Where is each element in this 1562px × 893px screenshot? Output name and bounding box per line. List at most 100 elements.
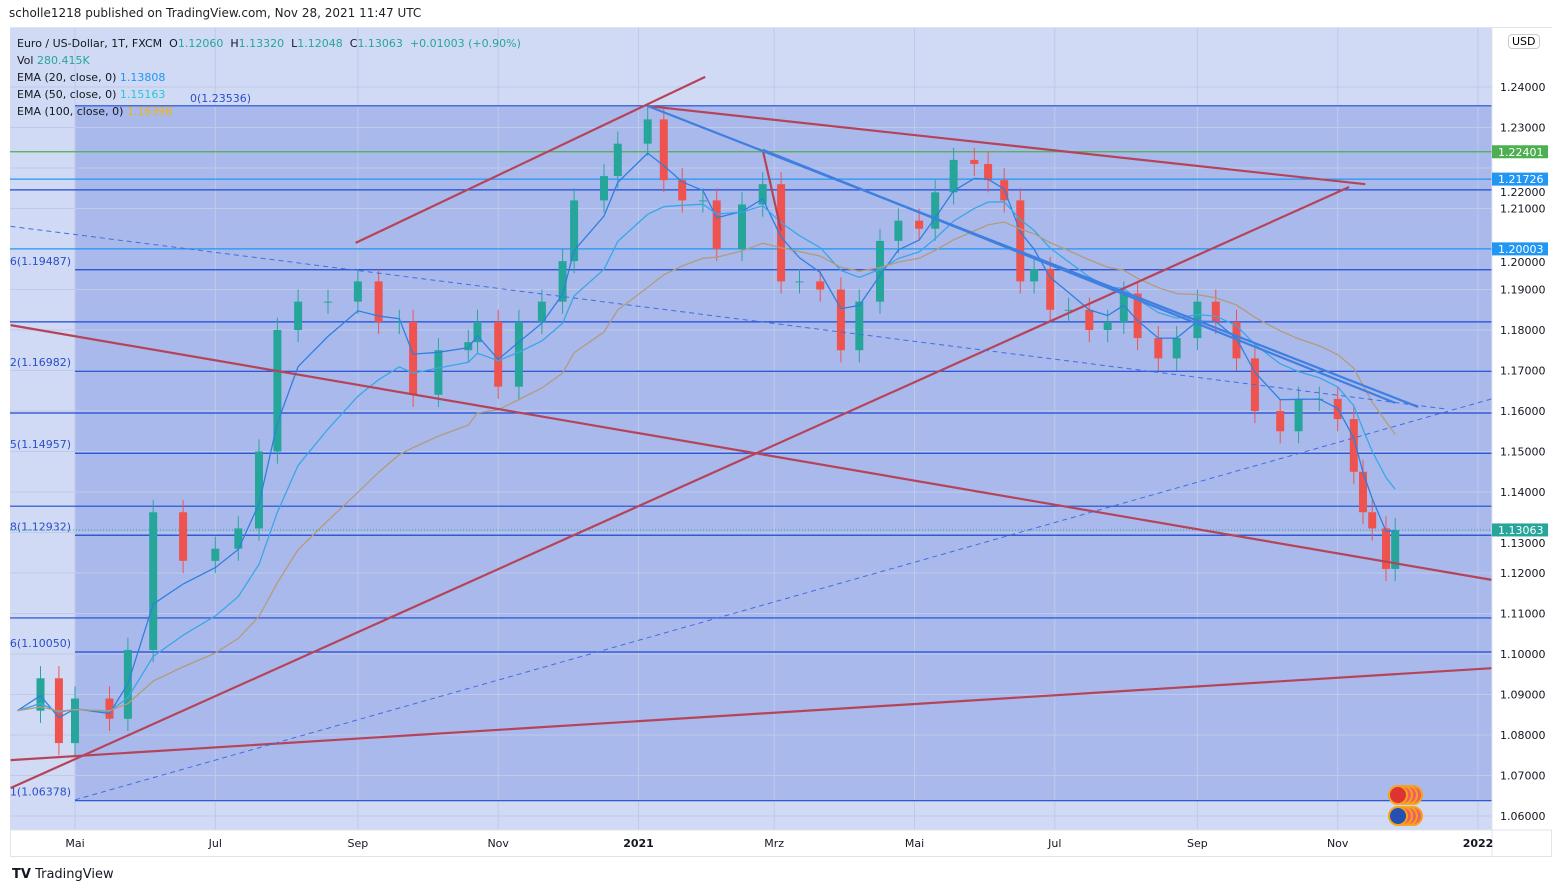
time-tick-label: 2021	[623, 837, 654, 850]
candle-body	[324, 301, 332, 303]
price-tick-label: 1.11000	[1500, 608, 1546, 621]
price-tick-label: 1.08000	[1500, 729, 1546, 742]
price-badge-label: 1.20003	[1498, 243, 1544, 256]
candle-body	[600, 176, 608, 201]
low-label: L	[291, 37, 298, 50]
price-badge	[1492, 145, 1548, 159]
time-tick-label: Sep	[1187, 837, 1208, 850]
price-tick-label: 1.20000	[1500, 256, 1546, 269]
time-tick-label: Jul	[1047, 837, 1061, 850]
candle-body	[984, 163, 993, 181]
candle-body	[678, 180, 687, 201]
ema50-label: EMA (50, close, 0)	[17, 88, 117, 101]
candle-body	[1294, 398, 1303, 432]
plot-layer: 0(1.23536) 0.236(1.19487) 0.382(1.16982) 0.…	[0, 28, 1492, 830]
candle-body	[179, 512, 188, 561]
candle-body	[353, 281, 362, 302]
trendline	[10, 667, 1492, 762]
candle-body	[738, 204, 746, 249]
price-tick-label: 1.15000	[1500, 446, 1546, 459]
candle-body	[374, 281, 383, 322]
candle-body	[712, 200, 721, 249]
candle-body	[273, 330, 282, 452]
candle-body	[434, 350, 443, 395]
price-tick-label: 1.16000	[1500, 405, 1546, 418]
price-axis	[1492, 28, 1552, 830]
ema50-value: 1.15163	[119, 88, 166, 101]
candle-body	[777, 184, 786, 282]
candle-body	[255, 451, 263, 529]
ema50-line	[17, 201, 1396, 713]
price-tick-label: 1.17000	[1500, 365, 1546, 378]
candle-body	[836, 289, 845, 351]
price-tick-label: 1.22000	[1500, 186, 1546, 199]
ema100-label: EMA (100, close, 0)	[17, 105, 124, 118]
price-tick-label: 1.06000	[1500, 810, 1546, 823]
price-badge-label: 1.21726	[1498, 173, 1544, 186]
time-tick-label: 2022	[1463, 837, 1494, 850]
price-tick-label: 1.12000	[1500, 567, 1546, 580]
legend-ema100[interactable]: EMA (100, close, 0) 1.16398	[17, 103, 521, 120]
candle-body	[1016, 200, 1025, 282]
fib-level-label: 0(1.23536)	[190, 92, 251, 105]
ema20-label: EMA (20, close, 0)	[17, 71, 117, 84]
symbol-name[interactable]: Euro / US-Dollar, 1T, FXCM	[17, 37, 163, 50]
trendline	[355, 75, 706, 244]
candle-body	[36, 678, 45, 711]
time-tick-label: Mai	[65, 837, 84, 850]
candle-body	[1276, 411, 1285, 432]
legend-ohlc: Euro / US-Dollar, 1T, FXCM O1.12060 H1.1…	[17, 35, 521, 52]
price-tick-label: 1.23000	[1500, 122, 1546, 135]
candle-body	[1154, 338, 1163, 359]
legend-volume[interactable]: Vol 280.415K	[17, 52, 521, 69]
candle-body	[149, 512, 158, 650]
candle-body	[613, 143, 622, 177]
candle-body	[659, 119, 668, 181]
candle-body	[795, 281, 804, 283]
price-badge-label: 1.13063	[1498, 524, 1544, 537]
candle-body	[514, 321, 523, 387]
candle-body	[395, 321, 404, 323]
legend-ema50[interactable]: EMA (50, close, 0) 1.15163	[17, 86, 521, 103]
candle-body	[1211, 301, 1220, 322]
currency-button[interactable]: USD	[1508, 34, 1540, 49]
fib-level-label: 0.236(1.19487)	[0, 255, 71, 268]
candle-body	[1119, 293, 1128, 322]
candle-body	[698, 200, 707, 202]
fib-level-label: 0.5(1.14957)	[0, 438, 71, 451]
ema100-line	[17, 221, 1396, 712]
candle-body	[558, 261, 567, 302]
legend-ema20[interactable]: EMA (20, close, 0) 1.13808	[17, 69, 521, 86]
candle-body	[1359, 471, 1367, 513]
time-tick-label: Mai	[905, 837, 924, 850]
high-label: H	[230, 37, 239, 50]
ema20-value: 1.13808	[119, 71, 166, 84]
candle-body	[931, 192, 940, 229]
candle-body	[409, 321, 418, 395]
candle-body	[1064, 309, 1073, 311]
ema20-line	[17, 152, 1396, 719]
trendline	[647, 104, 1366, 186]
price-tick-label: 1.14000	[1500, 486, 1546, 499]
candle-body	[1391, 530, 1400, 569]
published-caption: scholle1218 published on TradingView.com…	[9, 6, 422, 20]
candle-body	[1382, 528, 1390, 569]
candle-body	[234, 528, 243, 549]
close-label: C	[349, 37, 358, 50]
fib-level-label: 0.618(1.12932)	[0, 520, 71, 533]
price-tick-label: 1.13000	[1500, 537, 1546, 550]
open-value: 1.12060	[177, 37, 224, 50]
low-value: 1.12048	[297, 37, 343, 50]
fib-level-label: 0.786(1.10050)	[0, 637, 71, 650]
ema100-value: 1.16398	[126, 105, 173, 118]
close-value: 1.13063	[357, 37, 403, 50]
candle-body	[71, 698, 79, 744]
change-value: +0.01003 (+0.90%)	[409, 37, 521, 50]
time-tick-label: Nov	[487, 837, 509, 850]
fib-level-label: 1(1.06378)	[10, 786, 71, 799]
trendline	[761, 149, 783, 232]
price-badge	[1492, 242, 1548, 256]
candle-body	[1133, 293, 1142, 339]
tradingview-logo[interactable]: 𝗧𝗩 TradingView	[12, 867, 114, 882]
